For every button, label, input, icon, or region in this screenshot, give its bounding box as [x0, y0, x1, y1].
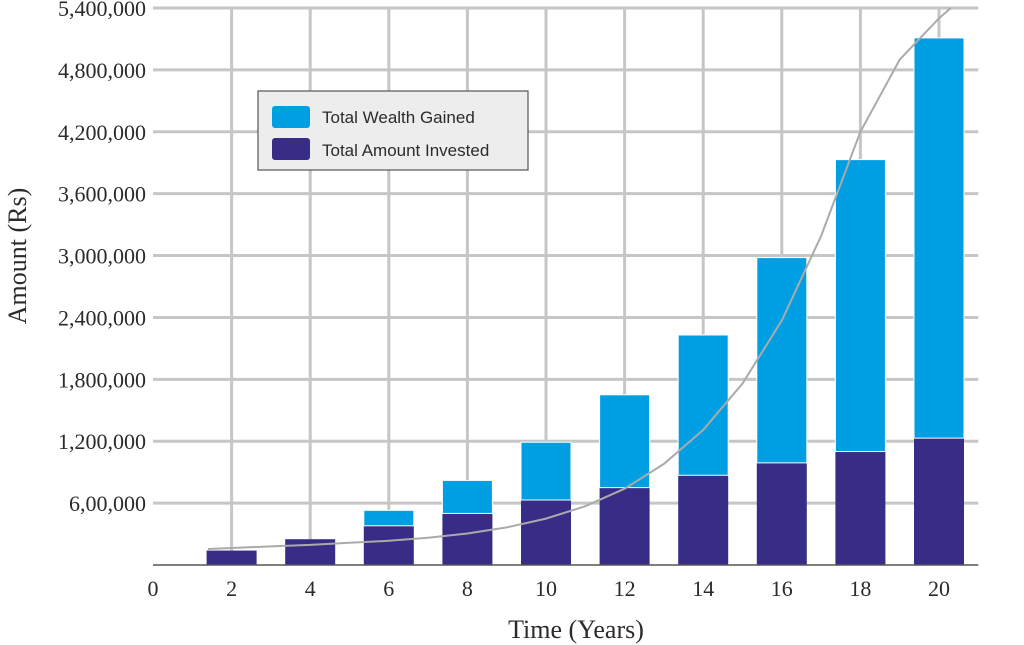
y-tick-label: 5,400,000 [58, 0, 146, 21]
y-tick-label: 4,800,000 [58, 58, 146, 83]
x-tick-label: 16 [771, 576, 793, 601]
x-tick-label: 4 [305, 576, 316, 601]
x-tick-label: 12 [614, 576, 636, 601]
bar-amount-invested [756, 462, 807, 565]
x-tick-label: 20 [928, 576, 950, 601]
y-axis-title: Amount (Rs) [3, 188, 32, 325]
y-tick-label: 1,200,000 [58, 429, 146, 454]
bar-amount-invested [521, 500, 571, 565]
trend-line [207, 7, 952, 550]
legend-swatch-amount-invested [272, 138, 310, 160]
legend-label-amount-invested: Total Amount Invested [322, 141, 489, 160]
bar-wealth-gained [677, 334, 729, 476]
legend-label-wealth-gained: Total Wealth Gained [322, 108, 475, 127]
bar-amount-invested [442, 513, 493, 565]
bar-amount-invested [599, 487, 650, 565]
x-axis-title: Time (Years) [508, 615, 644, 644]
bar-wealth-gained [441, 479, 493, 514]
x-tick-label: 18 [849, 576, 871, 601]
x-tick-label: 0 [148, 576, 159, 601]
bar-amount-invested [206, 550, 257, 565]
x-tick-label: 14 [692, 576, 714, 601]
legend: Total Wealth Gained Total Amount Investe… [257, 90, 529, 171]
y-tick-label: 1,800,000 [58, 367, 146, 392]
bar-wealth-gained [599, 394, 651, 489]
x-tick-label: 8 [462, 576, 473, 601]
bar-wealth-gained [834, 159, 886, 453]
y-tick-label: 2,400,000 [58, 305, 146, 330]
bar-wealth-gained [913, 37, 965, 439]
bar-wealth-gained [756, 257, 808, 464]
bar-amount-invested [678, 475, 729, 565]
trend-line-group [207, 7, 952, 550]
y-tick-label: 3,600,000 [58, 182, 146, 207]
legend-swatch-wealth-gained [272, 106, 310, 128]
y-tick-label: 6,00,000 [69, 491, 146, 516]
x-tick-label: 6 [383, 576, 394, 601]
bar-wealth-gained [520, 441, 572, 501]
bar-wealth-gained [363, 509, 415, 527]
bar-amount-invested [835, 451, 886, 565]
y-tick-label: 3,000,000 [58, 244, 146, 269]
bar-amount-invested [363, 525, 414, 565]
x-tick-label: 10 [535, 576, 557, 601]
x-tick-label: 2 [226, 576, 237, 601]
bar-amount-invested [914, 438, 964, 565]
y-tick-labels: 6,00,000 1,200,000 1,800,000 2,400,000 3,000… [58, 0, 146, 516]
x-tick-labels: 0 2 4 6 8 10 12 14 16 18 20 [148, 576, 951, 601]
y-tick-label: 4,200,000 [58, 120, 146, 145]
